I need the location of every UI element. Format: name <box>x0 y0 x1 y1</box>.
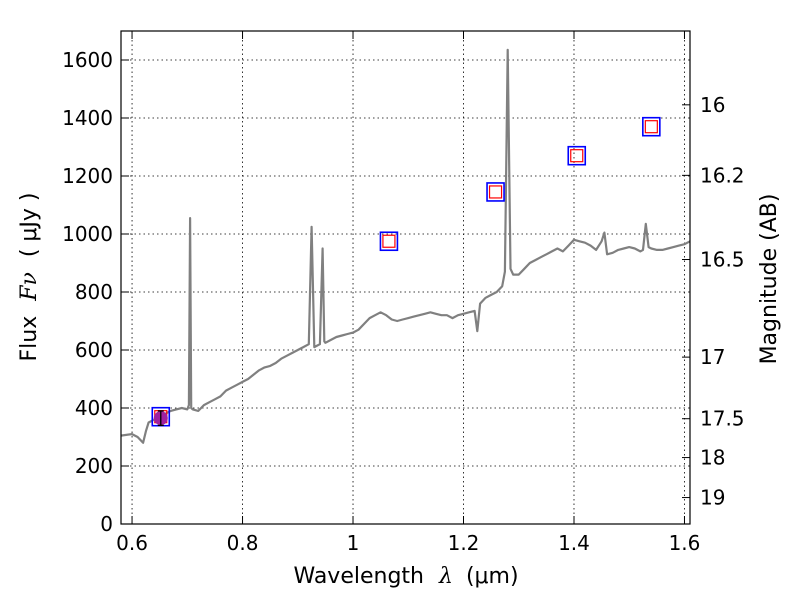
grid-lines <box>121 31 690 525</box>
x-tick-label: 0.8 <box>227 531 259 555</box>
photometry-inner-square <box>570 149 584 163</box>
x-tick-label: 1.6 <box>669 531 701 555</box>
y2-tick-label: 17 <box>700 345 725 369</box>
photometry-marker <box>379 231 399 252</box>
y2-axis-label: Magnitude (AB) <box>757 194 782 365</box>
axis-ticks: 0.6 0.8 1 1.2 1.4 1.6 0 200 400 600 800 1000 1200 140… <box>62 31 745 555</box>
y2-tick-label: 16 <box>700 93 725 117</box>
y-tick-label: 0 <box>100 512 113 536</box>
y-tick-label: 1000 <box>62 222 113 246</box>
model-point <box>153 410 168 427</box>
photometry-inner-square <box>644 120 658 134</box>
y-axis-label-unit: ( μJy ) <box>17 192 42 257</box>
y-axis-label-prefix: Flux <box>17 316 42 362</box>
y-tick-label: 1400 <box>62 106 113 130</box>
y-axis-label-symbol: Fν <box>17 272 42 302</box>
y-tick-label: 1600 <box>62 48 113 72</box>
x-tick-label: 1.2 <box>448 531 480 555</box>
photometry-outer-square <box>379 231 399 252</box>
x-axis-label-symbol: λ <box>438 564 453 589</box>
plot-frame <box>120 30 691 525</box>
y-tick-label: 400 <box>75 396 113 420</box>
y-tick-label: 600 <box>75 338 113 362</box>
y2-tick-label: 17.5 <box>700 407 745 431</box>
x-axis-label-unit: (μm) <box>466 564 519 589</box>
photometry-marker <box>567 145 587 166</box>
photometry-outer-square <box>486 182 505 202</box>
spectrum-series <box>120 48 691 444</box>
photometry-outer-square <box>642 116 661 137</box>
photometry-marker <box>486 182 505 202</box>
spectrum-line <box>120 48 691 444</box>
y-tick-label: 200 <box>75 454 113 478</box>
photometry-marker <box>642 116 661 137</box>
y2-tick-label: 18 <box>700 446 725 470</box>
y2-tick-label: 16.5 <box>700 248 745 272</box>
photometry-outer-square <box>567 145 587 166</box>
photometry-inner-square <box>488 185 503 199</box>
x-tick-label: 1 <box>347 531 360 555</box>
photometry-points <box>151 116 661 427</box>
photometry-inner-square <box>382 234 396 248</box>
y2-tick-label: 19 <box>700 486 725 510</box>
y-tick-label: 800 <box>75 280 113 304</box>
x-axis-label-prefix: Wavelength <box>293 564 424 589</box>
y2-tick-label: 16.2 <box>700 163 745 187</box>
x-tick-label: 0.6 <box>116 531 148 555</box>
y-tick-label: 1200 <box>62 164 113 188</box>
x-axis-label: Wavelength λ (μm) <box>293 564 518 589</box>
x-tick-label: 1.4 <box>558 531 590 555</box>
y-axis-label: Flux Fν ( μJy ) <box>17 192 42 361</box>
